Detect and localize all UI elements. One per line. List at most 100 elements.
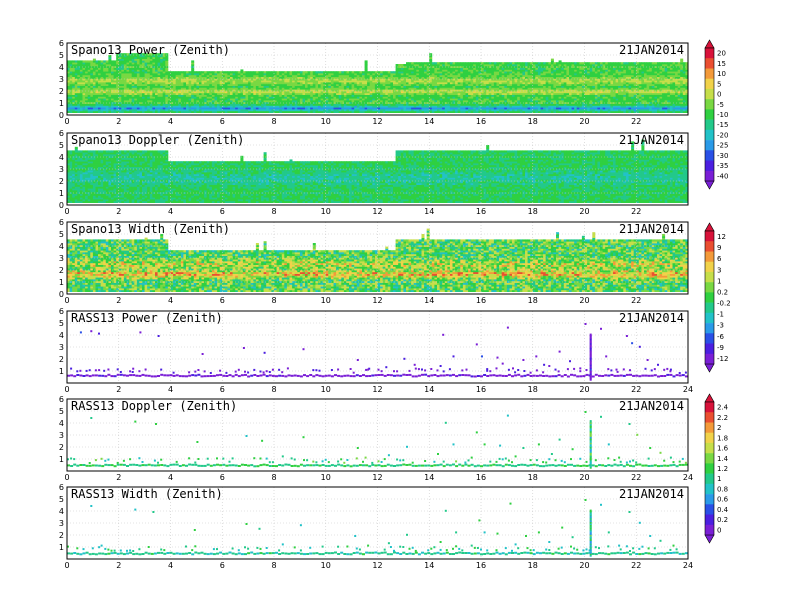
- heatmap-cell: [292, 107, 296, 110]
- heatmap-cell: [266, 83, 270, 86]
- heatmap-cell: [193, 76, 197, 79]
- heatmap-cell: [237, 92, 241, 95]
- heatmap-cell: [374, 89, 378, 92]
- heatmap-cell: [486, 103, 490, 106]
- heatmap-cell: [152, 73, 156, 76]
- heatmap-cell: [126, 91, 130, 94]
- heatmap-cell: [95, 80, 99, 83]
- heatmap-cell: [532, 69, 536, 72]
- heatmap-cell: [540, 87, 544, 90]
- heatmap-cell: [134, 107, 138, 110]
- heatmap-cell: [390, 98, 394, 101]
- heatmap-cell: [336, 94, 340, 97]
- heatmap-cell: [320, 80, 324, 83]
- heatmap-cell: [452, 89, 456, 92]
- heatmap-cell: [276, 80, 280, 83]
- heatmap-cell: [98, 80, 101, 83]
- heatmap-cell: [178, 110, 182, 113]
- heatmap-cell: [261, 83, 265, 86]
- heatmap-cell: [281, 100, 285, 103]
- heatmap-cell: [356, 100, 360, 103]
- heatmap-cell: [465, 64, 469, 67]
- heatmap-cell: [227, 89, 231, 92]
- heatmap-cell: [416, 110, 420, 113]
- heatmap-cell: [134, 94, 138, 97]
- heatmap-cell: [240, 100, 244, 103]
- heatmap-cell: [517, 110, 521, 113]
- heatmap-cell: [325, 82, 329, 85]
- heatmap-cell: [354, 87, 358, 90]
- heatmap-cell: [289, 89, 293, 92]
- heatmap-cell: [111, 107, 114, 110]
- heatmap-cell: [354, 74, 358, 77]
- heatmap-cell: [426, 71, 430, 74]
- heatmap-cell: [506, 91, 510, 94]
- heatmap-cell: [315, 105, 319, 108]
- heatmap-cell: [211, 92, 215, 95]
- heatmap-cell: [113, 98, 117, 101]
- heatmap-cell: [519, 64, 523, 67]
- heatmap-cell: [426, 69, 430, 72]
- heatmap-cell: [294, 78, 298, 81]
- heatmap-cell: [369, 103, 373, 106]
- heatmap-cell: [167, 98, 171, 101]
- heatmap-cell: [162, 109, 166, 112]
- heatmap-cell: [537, 74, 541, 77]
- heatmap-cell: [227, 94, 231, 97]
- heatmap-cell: [437, 96, 440, 99]
- heatmap-cell: [504, 110, 508, 113]
- heatmap-cell: [499, 92, 503, 95]
- heatmap-cell: [362, 94, 365, 97]
- heatmap-cell: [400, 65, 404, 68]
- heatmap-cell: [532, 74, 536, 77]
- heatmap-cell: [302, 83, 306, 86]
- heatmap-cell: [250, 89, 254, 92]
- heatmap-cell: [297, 107, 301, 110]
- heatmap-cell: [336, 105, 340, 108]
- heatmap-cell: [465, 71, 469, 74]
- heatmap-cell: [493, 78, 497, 81]
- heatmap-cell: [281, 94, 285, 97]
- heatmap-cell: [323, 101, 327, 104]
- heatmap-cell: [315, 89, 319, 92]
- heatmap-cell: [509, 109, 513, 112]
- heatmap-cell: [346, 80, 350, 83]
- heatmap-cell: [191, 73, 195, 76]
- heatmap-cell: [108, 85, 112, 88]
- heatmap-cell: [175, 98, 179, 101]
- heatmap-cell: [123, 83, 127, 86]
- heatmap-cell: [545, 80, 549, 83]
- heatmap-cell: [175, 96, 179, 99]
- heatmap-cell: [204, 87, 208, 90]
- heatmap-cell: [242, 76, 246, 79]
- heatmap-cell: [126, 103, 130, 106]
- heatmap-cell: [372, 98, 376, 101]
- heatmap-cell: [493, 69, 497, 72]
- heatmap-cell: [180, 80, 184, 83]
- heatmap-cell: [144, 89, 148, 92]
- heatmap-cell: [475, 74, 479, 77]
- heatmap-cell: [535, 101, 539, 104]
- heatmap-cell: [180, 100, 184, 103]
- heatmap-cell: [512, 105, 515, 108]
- heatmap-cell: [67, 94, 70, 97]
- heatmap-cell: [457, 110, 461, 113]
- heatmap-cell: [429, 105, 433, 108]
- heatmap-cell: [98, 110, 101, 113]
- heatmap-cell: [429, 80, 433, 83]
- heatmap-cell: [67, 76, 70, 79]
- heatmap-cell: [418, 109, 422, 112]
- heatmap-cell: [545, 91, 549, 94]
- heatmap-cell: [333, 71, 337, 74]
- heatmap-cell: [478, 71, 482, 74]
- heatmap-cell: [431, 89, 435, 92]
- heatmap-cell: [67, 98, 70, 101]
- heatmap-cell: [374, 87, 378, 90]
- heatmap-cell: [191, 71, 195, 74]
- heatmap-cell: [240, 92, 244, 95]
- heatmap-cell: [281, 110, 285, 113]
- heatmap-cell: [183, 103, 187, 106]
- heatmap-cell: [204, 110, 208, 113]
- heatmap-cell: [214, 91, 218, 94]
- heatmap-cell: [121, 100, 125, 103]
